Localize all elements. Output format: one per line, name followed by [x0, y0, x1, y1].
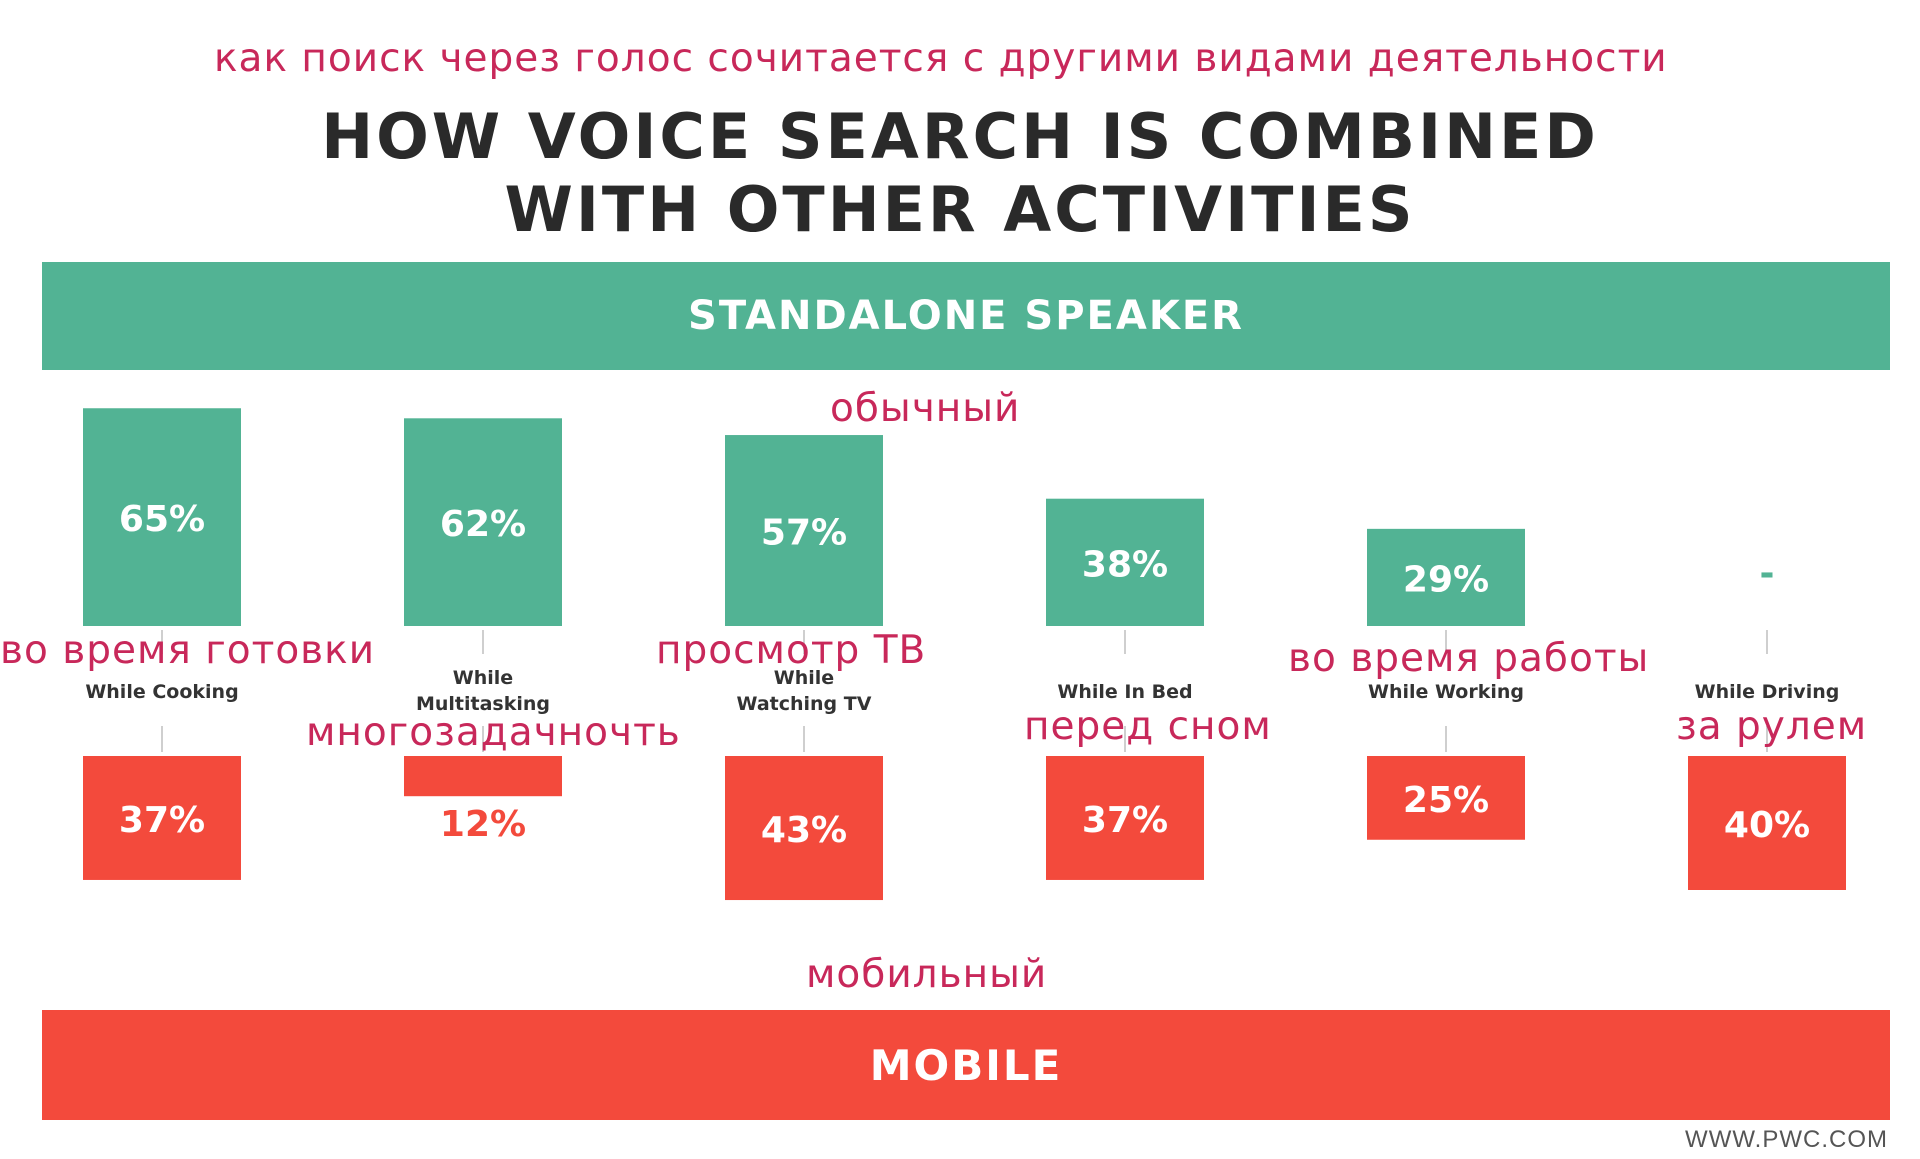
chart-title-line-1: HOW VOICE SEARCH IS COMBINED: [321, 100, 1599, 173]
speaker-value-multitasking: 62%: [440, 504, 526, 545]
speaker-bar-watching-tv: [725, 435, 883, 626]
category-label-driving: While Driving: [1695, 681, 1840, 703]
category-annotation-multitasking: многозадачночть: [306, 710, 681, 755]
speaker-value-watching-tv: 57%: [761, 513, 847, 554]
mobile-value-cooking: 37%: [119, 800, 205, 841]
speaker-value-in-bed: 38%: [1082, 544, 1168, 585]
category-annotation-cooking: во время готовки: [0, 628, 376, 673]
mobile-value-multitasking: 12%: [440, 804, 526, 845]
category-label-watching-tv-line2: Watching TV: [737, 693, 872, 715]
standalone-speaker-band: STANDALONE SPEAKER: [42, 262, 1890, 370]
category-annotation-working: во время работы: [1288, 636, 1650, 681]
mobile-bar-in-bed: [1046, 756, 1204, 880]
speaker-value-working: 29%: [1403, 559, 1489, 600]
category-annotation-bed: перед сном: [1024, 704, 1272, 749]
chart-title-line-2: WITH OTHER ACTIVITIES: [504, 173, 1416, 246]
speaker-value-cooking: 65%: [119, 499, 205, 540]
mobile-value-driving: 40%: [1724, 805, 1810, 846]
category-label-working: While Working: [1368, 681, 1524, 703]
speaker-bar-working: [1367, 528, 1525, 626]
mobile-bar-multitasking: [404, 756, 562, 797]
category-label-multitasking-line2: Multitasking: [416, 693, 550, 715]
speaker-bar-cooking: [83, 408, 241, 626]
category-label-in-bed: While In Bed: [1057, 681, 1192, 703]
mobile-bar-driving: [1688, 756, 1846, 890]
heading-annotation: как поиск через голос сочитается с други…: [214, 36, 1668, 81]
mobile-bar-working: [1367, 756, 1525, 840]
category-label-multitasking-line1: While: [453, 667, 513, 689]
mobile-annotation: мобильный: [806, 952, 1048, 997]
speaker-value-driving: -: [1760, 553, 1775, 594]
mobile-value-in-bed: 37%: [1082, 800, 1168, 841]
category-label-watching-tv-line1: While: [774, 667, 834, 689]
category-annotation-tv: просмотр ТВ: [656, 628, 927, 673]
speaker-bar-multitasking: [404, 418, 562, 626]
category-annotation-driving: за рулем: [1676, 704, 1868, 749]
speaker-annotation: обычный: [830, 386, 1021, 431]
source-credit: WWW.PWC.COM: [1685, 1126, 1888, 1153]
category-label-cooking: While Cooking: [85, 681, 238, 703]
mobile-band-label: MOBILE: [869, 1040, 1063, 1090]
speaker-bar-in-bed: [1046, 498, 1204, 626]
mobile-bar-cooking: [83, 756, 241, 880]
mobile-band: MOBILE: [42, 1010, 1890, 1120]
standalone-speaker-band-label: STANDALONE SPEAKER: [688, 293, 1244, 339]
mobile-value-working: 25%: [1403, 780, 1489, 821]
mobile-value-watching-tv: 43%: [761, 810, 847, 851]
mobile-bar-watching-tv: [725, 756, 883, 901]
